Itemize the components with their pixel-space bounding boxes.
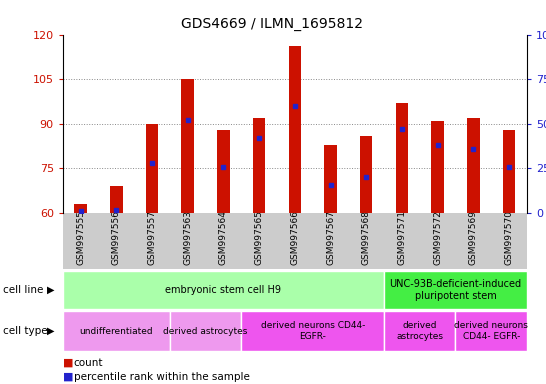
Bar — [324, 145, 337, 213]
Bar — [146, 124, 158, 213]
Text: derived astrocytes: derived astrocytes — [163, 327, 248, 336]
Text: ■: ■ — [63, 372, 73, 382]
Bar — [503, 130, 515, 213]
Text: ▶: ▶ — [47, 326, 55, 336]
Bar — [110, 186, 123, 213]
Bar — [253, 118, 265, 213]
Bar — [63, 271, 384, 309]
Bar — [241, 311, 384, 351]
Text: count: count — [74, 358, 103, 368]
Bar — [181, 79, 194, 213]
Text: ▶: ▶ — [47, 285, 55, 295]
Bar — [289, 46, 301, 213]
Bar — [170, 311, 241, 351]
Text: undifferentiated: undifferentiated — [80, 327, 153, 336]
Text: cell type: cell type — [3, 326, 48, 336]
Text: UNC-93B-deficient-induced
pluripotent stem: UNC-93B-deficient-induced pluripotent st… — [389, 279, 521, 301]
Bar — [63, 311, 170, 351]
Text: cell line: cell line — [3, 285, 43, 295]
Bar — [217, 130, 230, 213]
Text: derived neurons
CD44- EGFR-: derived neurons CD44- EGFR- — [454, 321, 528, 341]
Text: derived neurons CD44-
EGFR-: derived neurons CD44- EGFR- — [260, 321, 365, 341]
Text: embryonic stem cell H9: embryonic stem cell H9 — [165, 285, 281, 295]
Bar — [384, 311, 455, 351]
Text: derived
astrocytes: derived astrocytes — [396, 321, 443, 341]
Bar — [384, 271, 527, 309]
Bar — [431, 121, 444, 213]
Text: percentile rank within the sample: percentile rank within the sample — [74, 372, 250, 382]
Text: ■: ■ — [63, 358, 73, 368]
Bar — [396, 103, 408, 213]
Title: GDS4669 / ILMN_1695812: GDS4669 / ILMN_1695812 — [181, 17, 363, 31]
Bar — [455, 311, 527, 351]
Bar — [74, 204, 87, 213]
Bar — [467, 118, 479, 213]
Bar — [360, 136, 372, 213]
